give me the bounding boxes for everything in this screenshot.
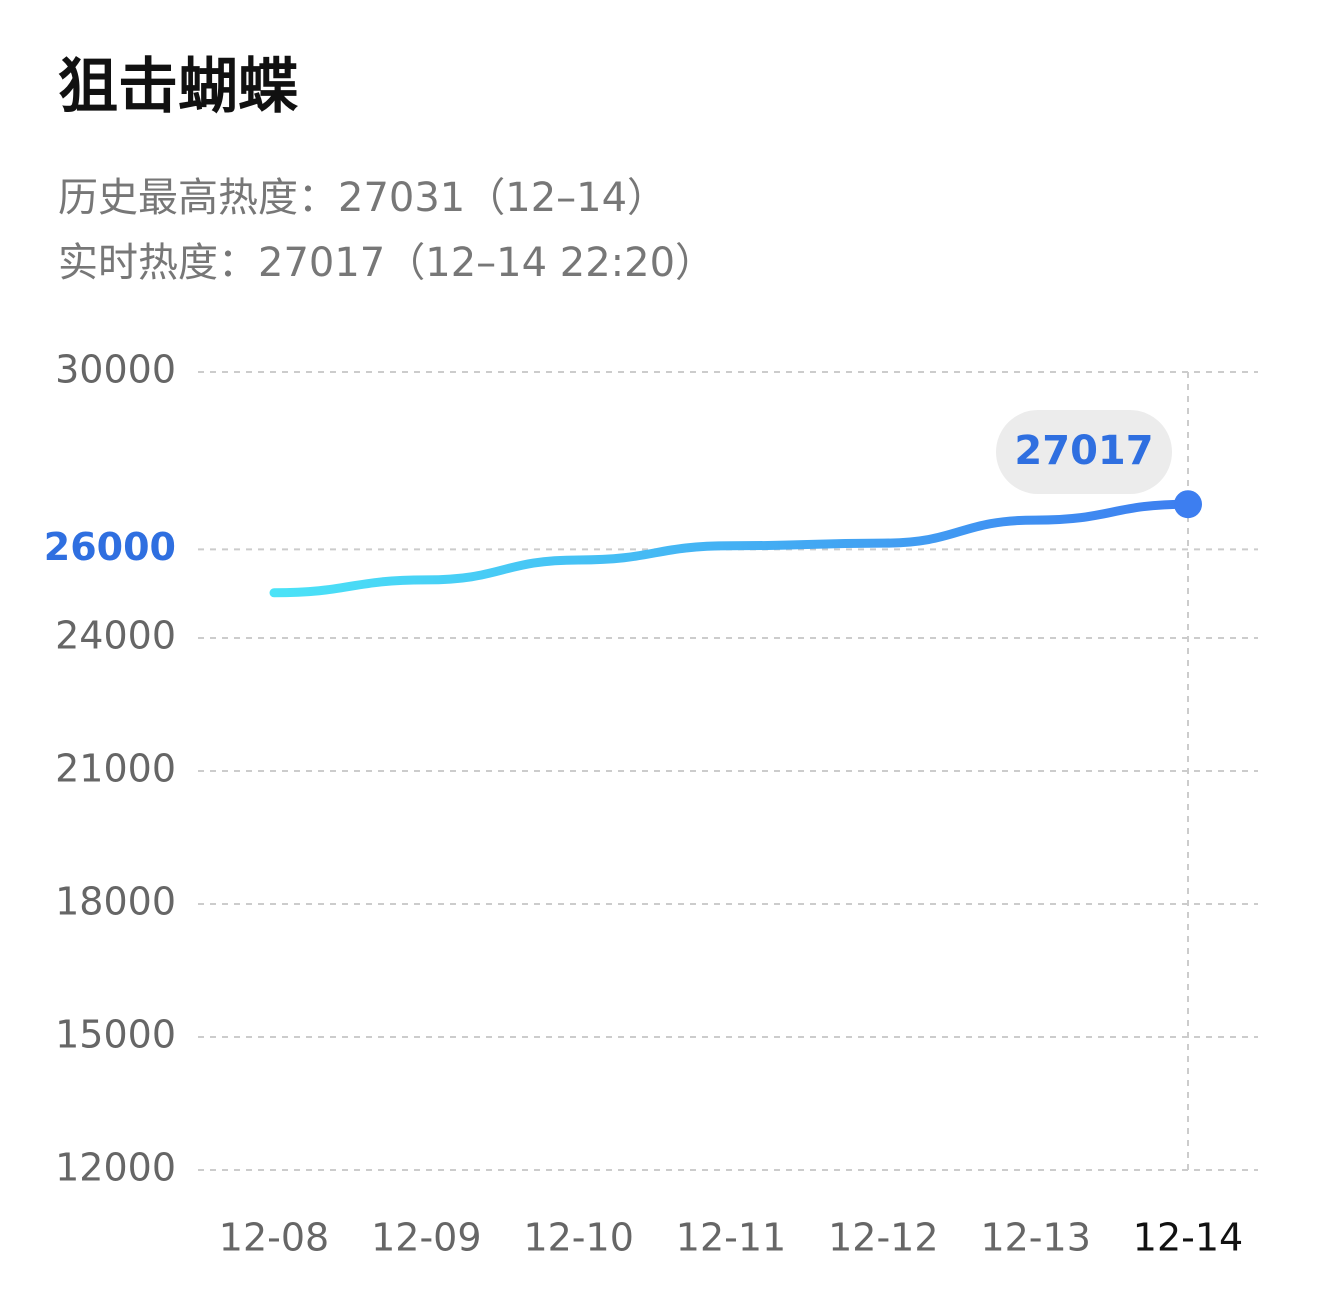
x-tick-label: 12-12 bbox=[828, 1216, 938, 1260]
x-tick-label: 12-14 bbox=[1133, 1216, 1243, 1260]
x-tick-label: 12-10 bbox=[523, 1216, 633, 1260]
x-tick-label: 12-11 bbox=[676, 1216, 786, 1260]
x-tick-label: 12-09 bbox=[371, 1216, 481, 1260]
line-series bbox=[269, 499, 1193, 598]
x-tick-label: 12-13 bbox=[980, 1216, 1090, 1260]
peak-heat: 历史最高热度：27031（12–14） bbox=[58, 175, 668, 221]
y-tick-label: 12000 bbox=[55, 1146, 176, 1190]
y-tick-label: 21000 bbox=[55, 747, 176, 791]
y-tick-label: 24000 bbox=[55, 614, 176, 658]
y-tick-label: 30000 bbox=[55, 348, 176, 392]
realtime-heat: 实时热度：27017（12–14 22:20） bbox=[58, 240, 716, 286]
title: 狙击蝴蝶 bbox=[58, 52, 298, 122]
x-tick-label: 12-08 bbox=[219, 1216, 329, 1260]
value-bubble bbox=[996, 410, 1172, 494]
y-tick-label: 26000 bbox=[44, 525, 176, 569]
y-tick-label: 15000 bbox=[55, 1013, 176, 1057]
value-label: 27017 bbox=[1014, 428, 1153, 474]
end-point bbox=[1174, 490, 1202, 519]
y-tick-label: 18000 bbox=[55, 880, 176, 924]
